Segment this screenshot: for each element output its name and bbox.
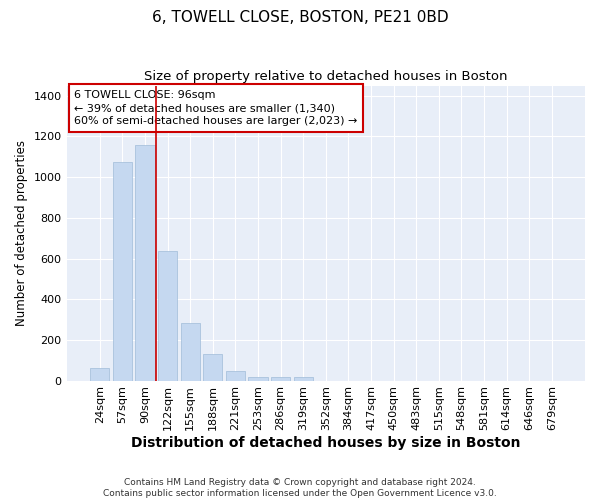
X-axis label: Distribution of detached houses by size in Boston: Distribution of detached houses by size … — [131, 436, 521, 450]
Text: 6 TOWELL CLOSE: 96sqm
← 39% of detached houses are smaller (1,340)
60% of semi-d: 6 TOWELL CLOSE: 96sqm ← 39% of detached … — [74, 90, 358, 126]
Bar — [136, 144, 155, 380]
Title: Size of property relative to detached houses in Boston: Size of property relative to detached ho… — [144, 70, 508, 83]
Bar — [293, 377, 313, 380]
Text: Contains HM Land Registry data © Crown copyright and database right 2024.
Contai: Contains HM Land Registry data © Crown c… — [103, 478, 497, 498]
Bar — [181, 322, 200, 380]
Bar — [248, 376, 268, 380]
Y-axis label: Number of detached properties: Number of detached properties — [15, 140, 28, 326]
Bar — [271, 376, 290, 380]
Bar — [226, 372, 245, 380]
Bar — [158, 252, 177, 380]
Text: 6, TOWELL CLOSE, BOSTON, PE21 0BD: 6, TOWELL CLOSE, BOSTON, PE21 0BD — [152, 10, 448, 25]
Bar — [203, 354, 223, 380]
Bar — [113, 162, 132, 380]
Bar — [90, 368, 109, 380]
